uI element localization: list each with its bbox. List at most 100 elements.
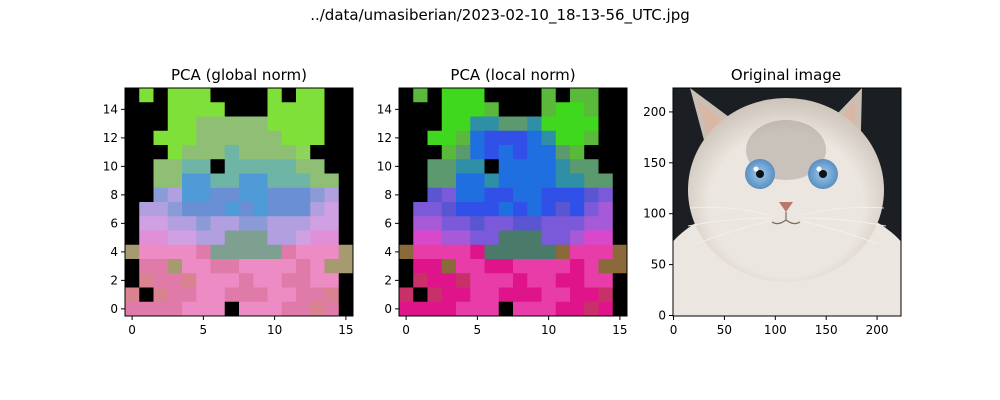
- heatmap-cell: [541, 116, 557, 132]
- heatmap-cell: [470, 244, 485, 260]
- cat-left-pupil: [756, 170, 764, 178]
- heatmap-cell: [527, 145, 542, 160]
- heatmap-cell: [612, 173, 628, 189]
- heatmap-cell: [399, 230, 414, 246]
- heatmap-cell: [399, 88, 414, 103]
- heatmap-cell: [139, 230, 154, 246]
- heatmap-cell: [239, 102, 254, 117]
- heatmap-cell: [338, 244, 354, 260]
- heatmap-cell: [612, 130, 628, 146]
- heatmap-cell: [253, 145, 268, 160]
- heatmap-cell: [470, 216, 485, 231]
- heatmap-cell: [210, 145, 226, 160]
- heatmap-cell: [153, 173, 169, 189]
- heatmap-cell: [541, 230, 557, 246]
- heatmap-cell: [584, 244, 599, 260]
- heatmap-cell: [541, 259, 557, 274]
- heatmap-cell: [224, 216, 240, 231]
- heatmap-cell: [612, 187, 628, 203]
- heatmap-cell: [598, 230, 614, 246]
- heatmap-cell: [527, 273, 542, 288]
- heatmap-cell: [196, 216, 211, 231]
- heatmap-cell: [267, 88, 283, 103]
- heatmap-cell: [513, 173, 528, 189]
- heatmap-cell: [513, 187, 528, 203]
- heatmap-cell: [324, 116, 340, 132]
- heatmap-cell: [324, 102, 340, 117]
- y-tick-label: 12: [103, 131, 118, 145]
- heatmap-cell: [555, 244, 571, 260]
- heatmap-cell: [182, 173, 197, 189]
- heatmap-cell: [239, 301, 254, 317]
- heatmap-cell: [441, 230, 457, 246]
- heatmap-cell: [281, 145, 297, 160]
- heatmap-cell: [253, 287, 268, 303]
- heatmap-cell: [427, 88, 443, 103]
- heatmap-cell: [441, 130, 457, 146]
- x-tick-label: 100: [764, 323, 787, 337]
- heatmap-cell: [441, 102, 457, 117]
- cat-nose: [779, 202, 793, 212]
- heatmap-cell: [513, 116, 528, 132]
- heatmap-cell: [153, 159, 169, 174]
- heatmap-cell: [399, 187, 414, 203]
- eye-highlight: [816, 166, 822, 172]
- heatmap-cell: [598, 244, 614, 260]
- heatmap-cell: [498, 273, 514, 288]
- heatmap-cell: [139, 116, 154, 132]
- heatmap-cell: [125, 301, 140, 317]
- heatmap-cell: [441, 202, 457, 217]
- heatmap-cell: [196, 259, 211, 274]
- heatmap-cell: [167, 173, 183, 189]
- heatmap-cell: [555, 273, 571, 288]
- heatmap-cell: [167, 230, 183, 246]
- x-tick-label: 10: [541, 323, 556, 337]
- heatmap-cell: [210, 130, 226, 146]
- heatmap-cell: [182, 130, 197, 146]
- axes-frame: [124, 87, 354, 317]
- heatmap-cell: [484, 244, 500, 260]
- heatmap-cell: [584, 287, 599, 303]
- heatmap-cell: [338, 187, 354, 203]
- heatmap-cell: [470, 102, 485, 117]
- heatmap-cell: [224, 259, 240, 274]
- heatmap-cell: [153, 273, 169, 288]
- heatmap-cell: [196, 273, 211, 288]
- y-tick-label: 200: [643, 105, 666, 119]
- heatmap-cell: [182, 145, 197, 160]
- heatmap-cell: [125, 116, 140, 132]
- heatmap-cell: [338, 145, 354, 160]
- heatmap-cell: [139, 145, 154, 160]
- heatmap-cell: [296, 202, 311, 217]
- heatmap-cell: [399, 301, 414, 317]
- heatmap-cell: [484, 259, 500, 274]
- heatmap-cell: [498, 145, 514, 160]
- panel-title: Original image: [731, 66, 841, 84]
- y-tick-label: 6: [110, 216, 118, 230]
- y-tick-label: 10: [103, 159, 118, 173]
- heatmap-cell: [296, 145, 311, 160]
- y-tick-label: 0: [110, 302, 118, 316]
- heatmap-cell: [527, 116, 542, 132]
- heatmap-cell: [427, 173, 443, 189]
- heatmap-cell: [427, 116, 443, 132]
- heatmap-cell: [427, 159, 443, 174]
- heatmap-cell: [413, 259, 428, 274]
- y-tick-label: 14: [377, 102, 392, 116]
- heatmap-cell: [584, 216, 599, 231]
- x-tick-label: 150: [815, 323, 838, 337]
- heatmap-cell: [598, 130, 614, 146]
- heatmap-cell: [598, 259, 614, 274]
- heatmap-cell: [498, 116, 514, 132]
- heatmap-cell: [210, 244, 226, 260]
- heatmap-cell: [541, 202, 557, 217]
- heatmap-cell: [470, 259, 485, 274]
- heatmap-cell: [441, 159, 457, 174]
- heatmap-cell: [441, 259, 457, 274]
- heatmap-cell: [253, 159, 268, 174]
- heatmap-cell: [456, 287, 471, 303]
- heatmap-cell: [441, 287, 457, 303]
- heatmap-cell: [612, 259, 628, 274]
- heatmap-cell: [584, 145, 599, 160]
- heatmap-cells: [125, 88, 354, 317]
